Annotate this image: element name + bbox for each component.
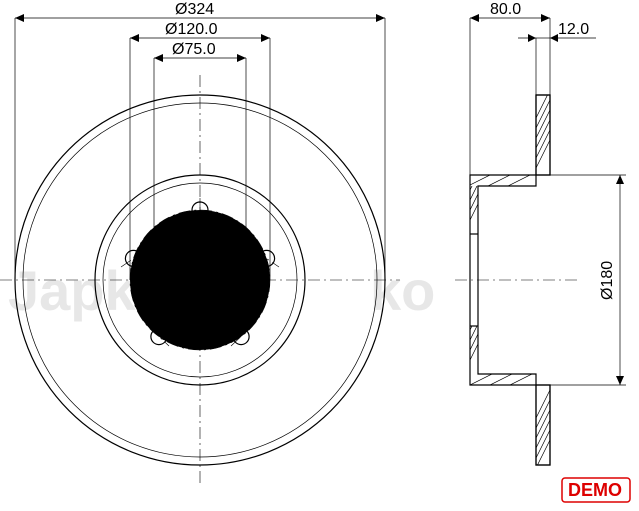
dim-bore: Ø75.0 [172, 41, 216, 58]
dim-bolt-circle: Ø120.0 [165, 21, 218, 38]
dim-hub-od: Ø180 [599, 261, 616, 300]
side-view [455, 50, 578, 500]
section-hatch [460, 50, 570, 500]
dim-thickness: 12.0 [558, 21, 589, 38]
demo-badge: DEMO [562, 478, 630, 502]
watermark-text-right: ko [370, 259, 435, 322]
dim-depth: 80.0 [490, 1, 521, 18]
dim-outer: Ø324 [175, 1, 214, 18]
tech-drawing: Japko ko [0, 0, 639, 511]
demo-label: DEMO [568, 480, 622, 500]
front-view [0, 75, 400, 485]
